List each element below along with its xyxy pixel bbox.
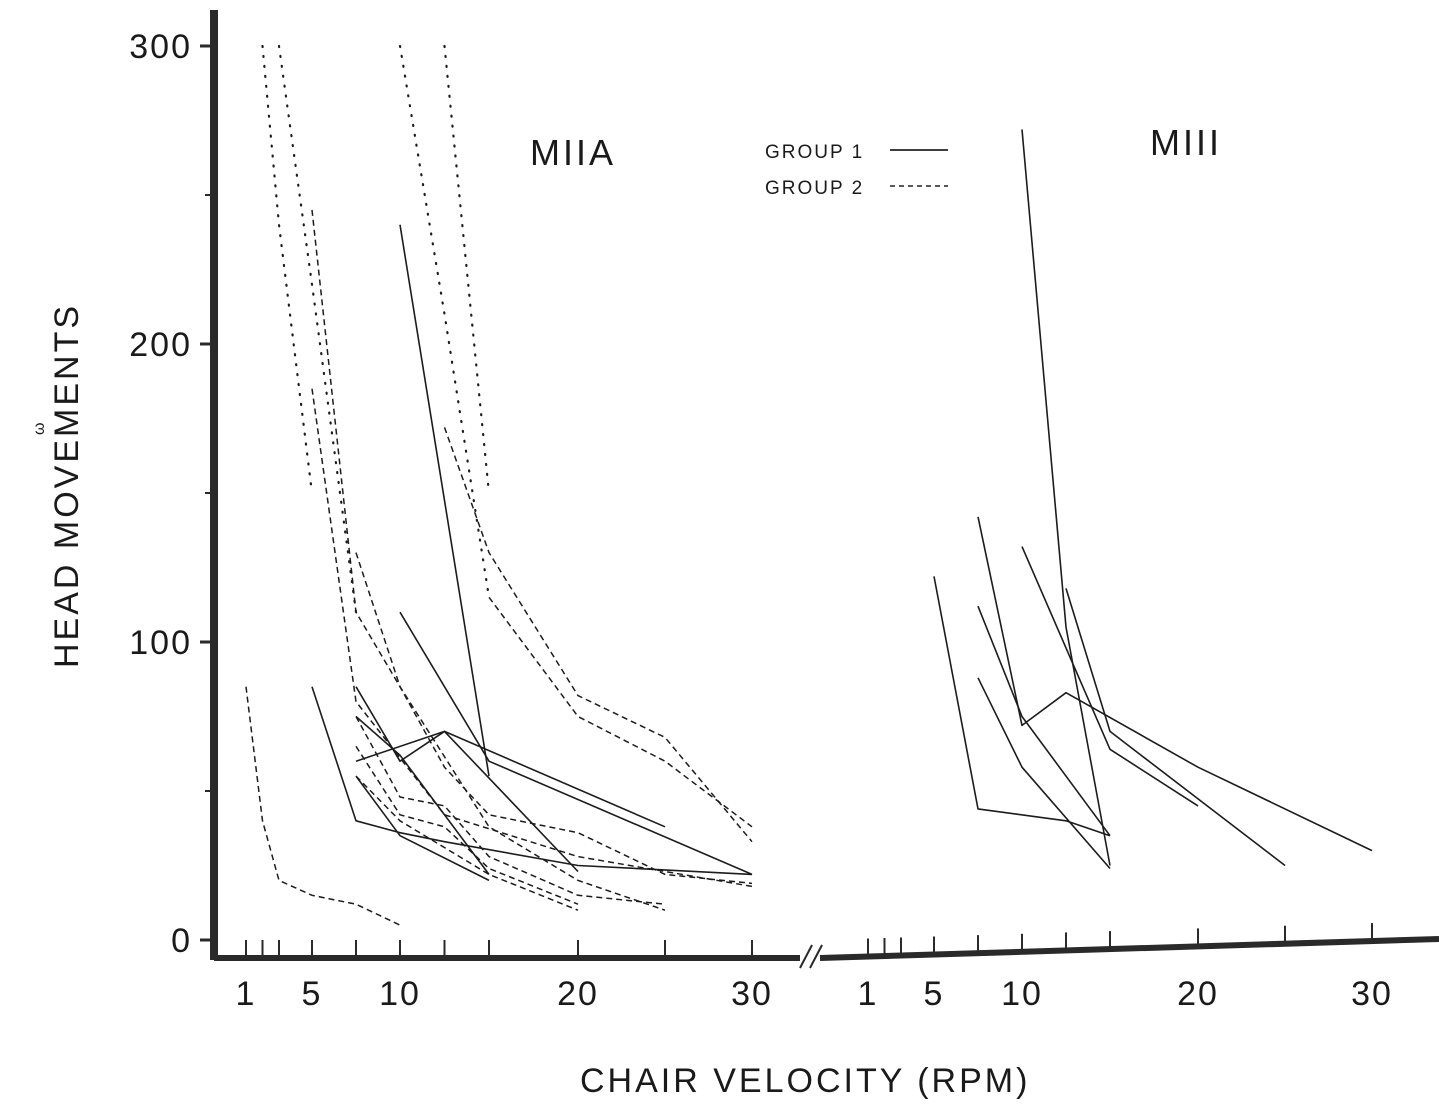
legend: GROUP 1 GROUP 2: [765, 142, 948, 199]
series-line-dashed: [311, 388, 753, 888]
series-line-dashed: [355, 745, 579, 905]
y-tick-label: 100: [129, 624, 192, 662]
series-line-solid: [1021, 129, 1111, 866]
panel-titles: MIIA MIII: [530, 122, 1222, 173]
series-line-dashed: [311, 209, 753, 885]
series-line-dashed: [355, 552, 666, 911]
x-tick-label: 20: [557, 975, 599, 1013]
series-line-solid: [355, 715, 490, 875]
series-line-solid: [1065, 588, 1286, 867]
y-tick-label: 200: [129, 326, 192, 364]
series-line-dotted: [261, 44, 314, 495]
legend-label-group-2: GROUP 2: [765, 178, 864, 199]
x-tick-label: 1: [858, 975, 879, 1013]
series-line-solid: [1021, 546, 1199, 807]
axis-break-mark: [799, 944, 823, 969]
y-axis-title-mark: ω: [31, 423, 48, 436]
x-tick-label: 10: [379, 975, 421, 1013]
series-line-solid: [977, 605, 1111, 837]
series-line-dotted: [443, 44, 491, 495]
x-tick-label: 20: [1177, 975, 1219, 1013]
series-line-dashed: [355, 775, 579, 911]
series-line-solid: [355, 775, 490, 882]
x-axis-line-right: [819, 936, 1439, 961]
x-tick-label: 30: [731, 975, 773, 1013]
series-line-solid: [977, 516, 1373, 852]
y-tick-label: 0: [171, 922, 192, 960]
panel-title-right: MIII: [1150, 122, 1222, 163]
data-series: [245, 44, 1373, 926]
series-line-dotted: [398, 44, 491, 599]
series-line-solid: [399, 611, 753, 876]
series-line-dashed: [355, 716, 666, 905]
x-axis-title: CHAIR VELOCITY (RPM): [580, 1062, 1030, 1100]
series-line-dashed: [245, 686, 401, 926]
y-ticks: 0 100 200 300: [129, 28, 214, 960]
x-tick-label: 5: [924, 975, 945, 1013]
series-line-dashed: [443, 427, 753, 843]
x-tick-label: 5: [302, 975, 323, 1013]
series-line-solid: [311, 686, 753, 876]
series-line-solid: [977, 677, 1111, 870]
x-ticks: 1 5 10 20 30 1 5 10 20 30: [236, 923, 1393, 1013]
x-tick-label: 30: [1351, 975, 1393, 1013]
series-line-dashed: [488, 596, 753, 828]
series-line-solid: [399, 224, 490, 777]
legend-label-group-1: GROUP 1: [765, 142, 864, 163]
series-line-solid: [355, 686, 666, 828]
panel-title-left: MIIA: [530, 132, 616, 173]
x-tick-label: 10: [1001, 975, 1043, 1013]
y-axis-title: HEAD MOVEMENTS: [48, 303, 86, 668]
y-tick-label: 300: [129, 28, 192, 66]
x-tick-label: 1: [236, 975, 257, 1013]
series-line-solid: [933, 576, 1111, 837]
series-line-dotted: [277, 44, 358, 614]
series-line-solid: [355, 730, 579, 873]
